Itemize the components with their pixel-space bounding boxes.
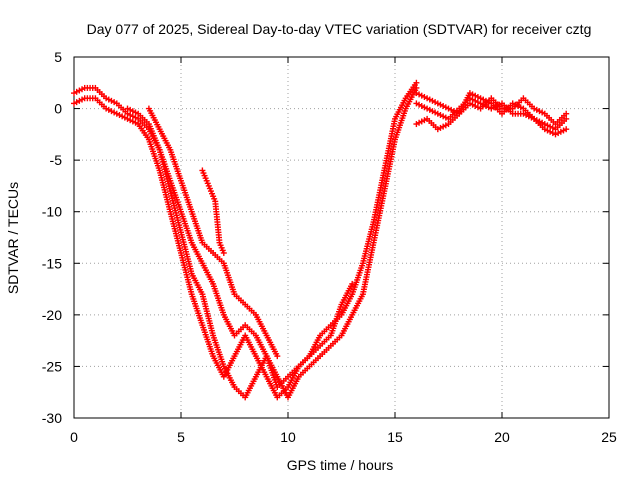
series-2 — [71, 79, 420, 401]
series-5 — [199, 167, 227, 256]
y-tick-label: 5 — [54, 49, 62, 65]
x-tick-label: 0 — [70, 429, 78, 445]
series-3 — [124, 105, 356, 391]
y-tick-label: -15 — [42, 255, 62, 271]
data-point — [413, 79, 420, 86]
y-tick-label: -5 — [50, 152, 63, 168]
data-points — [71, 79, 570, 401]
y-axis-label: SDTVAR / TECUs — [5, 182, 21, 294]
data-point — [349, 280, 356, 287]
axis-ticks: 0 5 10 15 20 25 5 0 -5 -10 -15 -20 -25 -30 — [42, 49, 617, 445]
plot-frame — [73, 56, 610, 419]
y-tick-label: -30 — [42, 410, 62, 426]
y-tick-label: -20 — [42, 307, 62, 323]
x-tick-label: 15 — [387, 429, 403, 445]
series-1 — [71, 84, 420, 401]
chart-title: Day 077 of 2025, Sidereal Day-to-day VTE… — [87, 21, 592, 37]
y-tick-label: -25 — [42, 358, 62, 374]
data-point — [563, 126, 570, 133]
y-tick-label: -10 — [42, 204, 62, 220]
series-8 — [413, 90, 570, 128]
x-axis-label: GPS time / hours — [287, 457, 394, 473]
data-point — [563, 110, 570, 117]
grid — [74, 57, 609, 418]
series-4 — [145, 105, 281, 360]
x-tick-label: 20 — [494, 429, 510, 445]
x-tick-label: 10 — [280, 429, 296, 445]
data-point — [220, 249, 227, 256]
data-point — [563, 115, 570, 122]
x-tick-label: 5 — [177, 429, 185, 445]
data-point — [274, 353, 281, 360]
y-tick-label: 0 — [54, 101, 62, 117]
x-tick-label: 25 — [601, 429, 617, 445]
